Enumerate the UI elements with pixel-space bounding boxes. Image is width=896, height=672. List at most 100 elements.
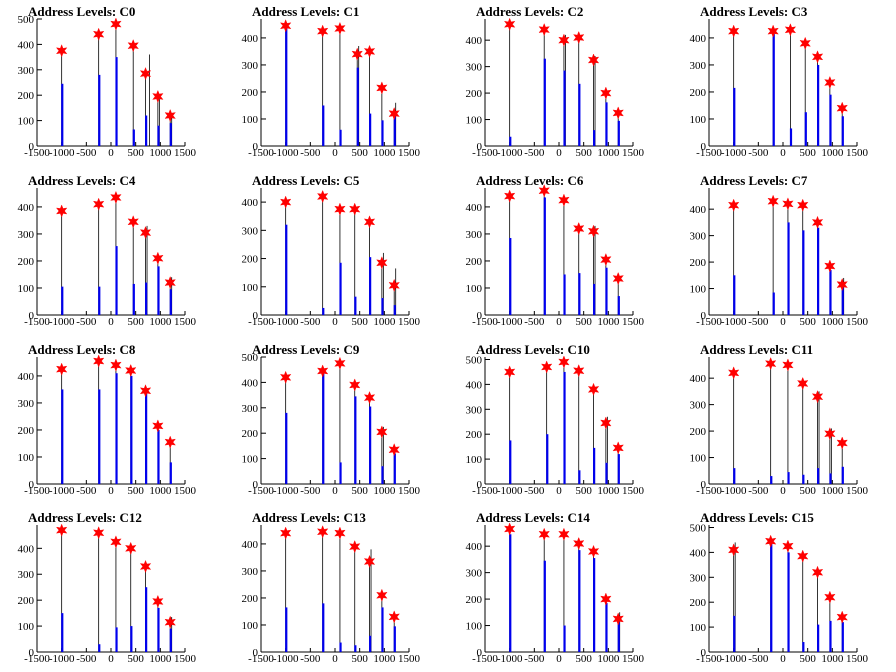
histogram-bar bbox=[381, 466, 384, 484]
peak-marker bbox=[316, 364, 329, 378]
histogram-bar bbox=[787, 472, 790, 484]
x-tick-label: 500 bbox=[575, 485, 592, 497]
y-tick-label: 0 bbox=[29, 310, 35, 322]
peak-marker bbox=[587, 544, 600, 559]
chart-title: Address Levels: C2 bbox=[476, 4, 583, 19]
y-tick-label: 100 bbox=[690, 114, 707, 126]
peak-marker bbox=[573, 364, 585, 378]
y-tick-label: 400 bbox=[690, 373, 707, 385]
peak-marker bbox=[55, 44, 68, 58]
peak-marker bbox=[110, 190, 122, 205]
peak-marker bbox=[767, 24, 779, 38]
histogram-bar bbox=[322, 307, 325, 315]
chart-panel: Address Levels: C5 0 100 200 300 400 -1500-100… bbox=[242, 173, 421, 328]
histogram-bar bbox=[605, 267, 608, 315]
peak-marker bbox=[782, 197, 794, 211]
x-tick-label: 0 bbox=[108, 147, 114, 159]
y-tick-label: 500 bbox=[690, 522, 707, 534]
x-tick-label: -1000 bbox=[497, 316, 523, 328]
histogram-bar bbox=[354, 645, 357, 652]
x-tick-label: -500 bbox=[300, 316, 321, 328]
histogram-bar bbox=[169, 289, 172, 315]
chart-title: Address Levels: C11 bbox=[700, 342, 813, 357]
peak-marker bbox=[139, 226, 152, 240]
histogram-bar bbox=[617, 296, 620, 315]
peak-marker bbox=[811, 50, 824, 64]
peak-marker bbox=[279, 19, 292, 33]
histogram-bar bbox=[563, 371, 566, 484]
histogram-bar bbox=[802, 474, 805, 484]
y-tick-label: 400 bbox=[466, 202, 483, 214]
y-tick-label: 0 bbox=[29, 141, 35, 153]
peak-marker bbox=[797, 198, 809, 212]
chart-panel: Address Levels: C12 0 100 200 300 400 -1500-10… bbox=[18, 510, 197, 665]
y-tick-label: 400 bbox=[690, 33, 707, 45]
histogram-bar bbox=[733, 87, 736, 146]
x-tick-label: 500 bbox=[127, 653, 144, 665]
histogram-bar bbox=[509, 440, 512, 484]
peak-marker bbox=[587, 224, 600, 238]
chart-panel: Address Levels: C3 0 100 200 300 400 -1500-100… bbox=[690, 4, 869, 159]
x-tick-label: 500 bbox=[799, 485, 816, 497]
chart-panel: Address Levels: C13 0 100 200 300 400 -1500-10… bbox=[242, 510, 421, 665]
peak-marker bbox=[587, 382, 600, 396]
x-tick-label: -1000 bbox=[273, 485, 299, 497]
chart-panel: Address Levels: C14 0 100 200 300 400 -1500-10… bbox=[466, 510, 645, 665]
chart-title: Address Levels: C10 bbox=[476, 342, 590, 357]
histogram-bar bbox=[829, 94, 832, 146]
chart-title: Address Levels: C0 bbox=[28, 4, 135, 19]
y-tick-label: 0 bbox=[253, 647, 259, 659]
y-tick-label: 300 bbox=[690, 231, 707, 243]
x-tick-label: 1500 bbox=[622, 147, 645, 159]
peak-marker bbox=[797, 376, 809, 391]
peak-marker bbox=[110, 17, 122, 31]
x-tick-label: 1500 bbox=[846, 485, 869, 497]
peak-marker bbox=[152, 594, 164, 609]
chart-panel: Address Levels: C00100200300400500-1500-… bbox=[18, 4, 197, 159]
y-tick-label: 200 bbox=[18, 425, 35, 437]
chart-panel: Address Levels: C1 0 100 200 300 400 -1500-100… bbox=[242, 4, 421, 159]
y-tick-label: 300 bbox=[242, 60, 259, 72]
y-tick-label: 300 bbox=[242, 403, 259, 415]
histogram-bar bbox=[132, 283, 135, 315]
histogram-bar bbox=[817, 64, 820, 146]
chart-panel: Address Levels: C2 0 100 200 300 400 -1500-100… bbox=[466, 4, 645, 159]
histogram-bar bbox=[804, 112, 807, 146]
x-tick-label: 0 bbox=[780, 653, 786, 665]
chart-panel: Address Levels: C8 0 100 200 300 400 -1500-100… bbox=[18, 342, 197, 497]
x-tick-label: -1500 bbox=[24, 485, 50, 497]
x-tick-label: 1500 bbox=[622, 653, 645, 665]
peak-marker bbox=[279, 526, 292, 540]
y-tick-label: 100 bbox=[242, 282, 259, 294]
x-tick-label: 1500 bbox=[398, 485, 421, 497]
y-tick-label: 400 bbox=[18, 543, 35, 555]
peak-marker bbox=[782, 539, 794, 553]
histogram-bar bbox=[770, 543, 773, 652]
x-tick-label: -1500 bbox=[248, 316, 274, 328]
histogram-bar bbox=[787, 222, 790, 315]
chart-title: Address Levels: C4 bbox=[28, 173, 136, 188]
y-tick-label: 300 bbox=[466, 568, 483, 580]
peak-marker bbox=[797, 549, 809, 563]
y-tick-label: 200 bbox=[18, 90, 35, 102]
histogram-bar bbox=[115, 57, 118, 146]
peak-marker bbox=[92, 354, 105, 368]
histogram-bar bbox=[509, 237, 512, 315]
peak-marker bbox=[110, 535, 122, 549]
x-tick-label: -500 bbox=[300, 653, 321, 665]
x-tick-label: -500 bbox=[76, 147, 97, 159]
chart-title: Address Levels: C3 bbox=[700, 4, 808, 19]
histogram-bar bbox=[578, 83, 581, 146]
histogram-bar bbox=[543, 197, 546, 315]
y-tick-label: 300 bbox=[466, 62, 483, 74]
histogram-bar bbox=[578, 273, 581, 315]
peak-marker bbox=[349, 540, 361, 554]
histogram-bar bbox=[593, 447, 596, 484]
histogram-bar bbox=[157, 125, 160, 146]
histogram-bar bbox=[130, 626, 133, 652]
chart-title: Address Levels: C14 bbox=[476, 510, 590, 525]
x-tick-label: -1000 bbox=[721, 147, 747, 159]
y-tick-label: 500 bbox=[466, 354, 483, 366]
peak-marker bbox=[503, 365, 516, 379]
y-tick-label: 0 bbox=[253, 479, 259, 491]
